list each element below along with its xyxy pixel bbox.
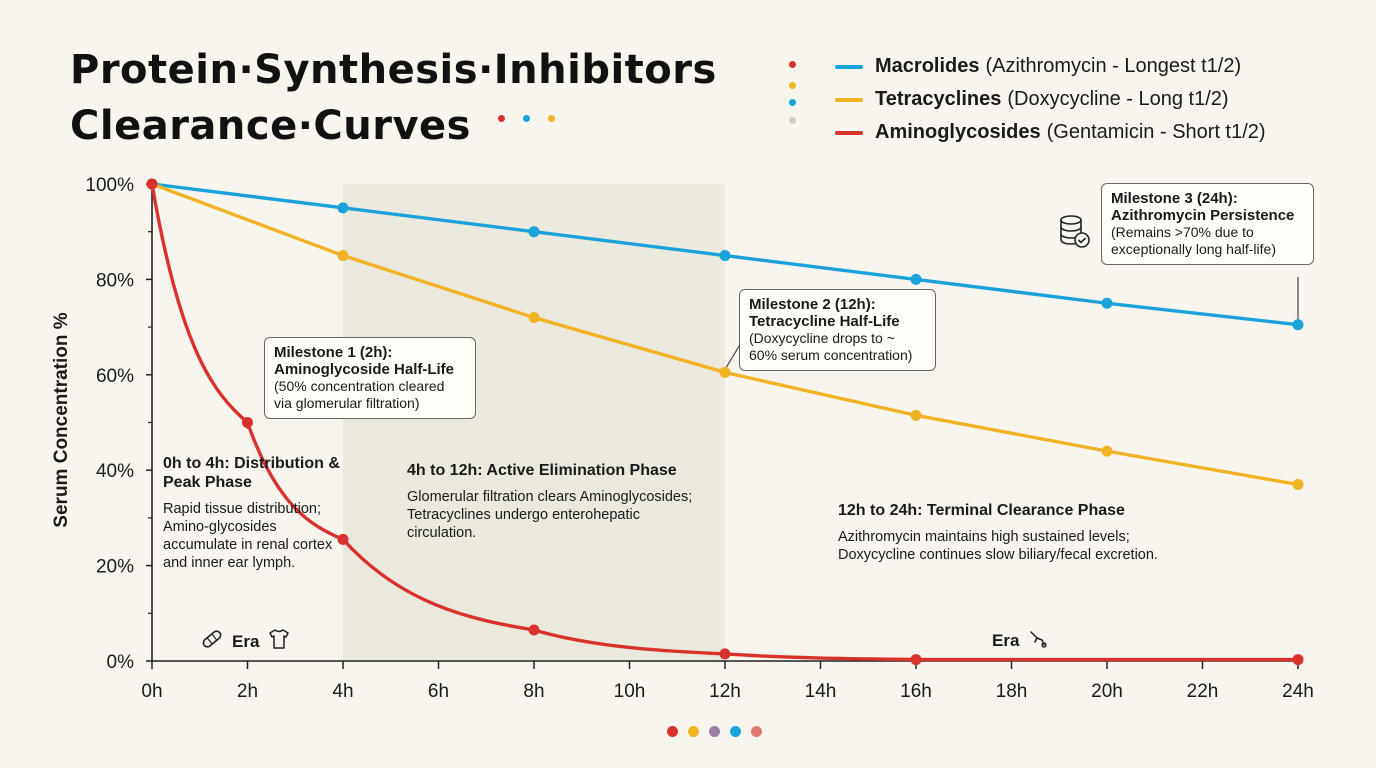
legend-item-tetracyclines: Tetracyclines (Doxycycline - Long t1/2) (835, 83, 1266, 116)
x-tick-label: 0h (141, 681, 162, 702)
callout-body: (50% concentration cleared via glomerula… (274, 378, 445, 411)
data-point-series-1 (1101, 445, 1113, 457)
legend-label-bold: Tetracyclines (875, 88, 1002, 110)
data-point-series-2 (337, 533, 349, 545)
y-axis-label: Serum Concentration % (51, 312, 72, 528)
data-point-series-0 (337, 202, 349, 214)
legend-label-rest: (Doxycycline - Long t1/2) (1007, 88, 1229, 110)
data-point-series-0 (910, 273, 922, 285)
phase-active-elimination: 4h to 12h: Active Elimination Phase Glom… (407, 461, 707, 542)
legend-swatch-aminoglycosides (835, 130, 863, 135)
x-tick-label: 10h (614, 681, 646, 702)
callout-leader-2 (724, 342, 742, 370)
callout-title: Milestone 1 (2h): (274, 344, 393, 361)
callout-title: Milestone 3 (24h): (1111, 190, 1238, 207)
x-tick-label: 14h (805, 681, 837, 702)
legend-swatch-macrolides (835, 64, 863, 69)
sling-icon (1027, 627, 1049, 654)
callout-subtitle: Aminoglycoside Half-Life (274, 361, 455, 378)
legend-label-bold: Macrolides (875, 55, 980, 77)
callout-title: Milestone 2 (12h): (749, 296, 876, 313)
phase-title: 0h to 4h: Distribution & Peak Phase (163, 455, 340, 491)
legend-label-bold: Aminoglycosides (875, 121, 1041, 143)
data-point-series-0 (528, 226, 540, 238)
era-text: Era (992, 630, 1020, 650)
x-tick-label: 12h (709, 681, 741, 702)
chart-title-line1: Protein·Synthesis·Inhibitors (70, 47, 717, 93)
x-tick-label: 6h (428, 681, 449, 702)
callout-milestone-1: Milestone 1 (2h): Aminoglycoside Half-Li… (264, 337, 476, 419)
callout-milestone-3: Milestone 3 (24h): Azithromycin Persiste… (1101, 183, 1314, 265)
data-point-series-1 (528, 312, 540, 324)
phase-distribution: 0h to 4h: Distribution & Peak Phase Rapi… (163, 454, 343, 572)
x-tick-label: 2h (237, 681, 258, 702)
phase-title: 4h to 12h: Active Elimination Phase (407, 462, 677, 479)
phase-title: 12h to 24h: Terminal Clearance Phase (838, 502, 1125, 519)
callout-body: (Remains >70% due to exceptionally long … (1111, 224, 1276, 257)
data-point-series-2 (528, 624, 540, 636)
data-point-series-0 (1292, 319, 1304, 331)
database-check-icon (1058, 214, 1092, 254)
data-point-series-0 (1101, 297, 1113, 309)
era-label-left: Era (200, 627, 291, 656)
legend-swatch-tetracyclines (835, 97, 863, 102)
phase-body: Rapid tissue distribution; Amino-glycosi… (163, 501, 333, 571)
x-tick-label: 4h (332, 681, 353, 702)
x-tick-label: 20h (1091, 681, 1123, 702)
y-tick-label: 60% (96, 366, 134, 387)
chart-title: Protein·Synthesis·Inhibitors Clearance·C… (70, 42, 717, 154)
callout-subtitle: Azithromycin Persistence (1111, 207, 1295, 224)
chart-title-line2: Clearance·Curves (70, 103, 471, 149)
bandage-icon (200, 627, 224, 656)
data-point-series-2 (146, 178, 158, 190)
y-tick-label: 80% (96, 270, 134, 291)
data-point-series-1 (1292, 479, 1304, 491)
data-point-series-2 (1292, 654, 1304, 666)
callout-milestone-2: Milestone 2 (12h): Tetracycline Half-Lif… (739, 289, 936, 371)
data-point-series-1 (337, 250, 349, 262)
x-tick-label: 18h (996, 681, 1028, 702)
x-tick-label: 16h (900, 681, 932, 702)
legend-label-rest: (Azithromycin - Longest t1/2) (985, 55, 1242, 77)
phase-body: Azithromycin maintains high sustained le… (838, 529, 1158, 563)
x-tick-label: 22h (1187, 681, 1219, 702)
x-tick-label: 8h (523, 681, 544, 702)
x-tick-label: 24h (1282, 681, 1314, 702)
era-text: Era (232, 631, 260, 651)
era-label-right: Era (992, 627, 1049, 654)
y-tick-label: 40% (96, 461, 134, 482)
title-decoration-dots (496, 115, 557, 122)
footer-decoration-dots (667, 726, 762, 737)
legend-item-aminoglycosides: Aminoglycosides (Gentamicin - Short t1/2… (835, 116, 1266, 149)
shirt-icon (267, 627, 291, 656)
phase-terminal-clearance: 12h to 24h: Terminal Clearance Phase Azi… (838, 501, 1208, 564)
phase-body: Glomerular filtration clears Aminoglycos… (407, 489, 693, 541)
shaded-phase-region (343, 184, 725, 661)
callout-body: (Doxycycline drops to ~ 60% serum concen… (749, 330, 913, 363)
legend-label-rest: (Gentamicin - Short t1/2) (1046, 121, 1266, 143)
data-point-series-2 (910, 654, 922, 666)
y-tick-label: 20% (96, 557, 134, 578)
y-tick-label: 100% (85, 175, 134, 196)
callout-subtitle: Tetracycline Half-Life (749, 313, 900, 330)
y-tick-label: 0% (107, 652, 135, 673)
data-point-series-1 (719, 366, 731, 378)
data-point-series-2 (719, 648, 731, 660)
legend-item-macrolides: Macrolides (Azithromycin - Longest t1/2) (835, 50, 1266, 83)
legend: Macrolides (Azithromycin - Longest t1/2)… (835, 50, 1266, 149)
data-point-series-2 (242, 417, 253, 428)
data-point-series-1 (910, 409, 922, 421)
data-point-series-0 (719, 250, 731, 262)
